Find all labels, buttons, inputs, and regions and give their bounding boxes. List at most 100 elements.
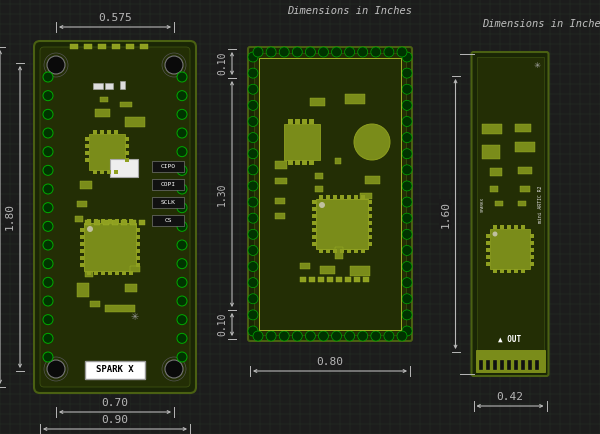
Bar [85,144,89,148]
Bar [482,145,500,159]
Circle shape [402,262,412,272]
Bar [507,225,511,229]
Bar [100,97,108,102]
Bar [80,263,84,267]
FancyBboxPatch shape [472,52,548,376]
Circle shape [87,226,93,232]
Circle shape [253,47,263,57]
Bar [530,248,534,252]
Circle shape [493,231,497,237]
Bar [152,179,184,190]
Circle shape [43,203,53,213]
Circle shape [248,149,258,159]
Bar [80,235,84,239]
Circle shape [177,72,187,82]
Circle shape [177,203,187,213]
Circle shape [358,331,368,341]
Bar [85,137,89,141]
Bar [326,195,330,199]
Bar [136,235,140,239]
Bar [93,170,97,174]
Bar [302,119,307,124]
FancyBboxPatch shape [34,41,196,393]
Bar [490,186,498,192]
Bar [152,161,184,172]
Circle shape [248,278,258,288]
Bar [110,159,138,177]
Circle shape [43,259,53,269]
Circle shape [177,259,187,269]
Text: Dimensions in Inches: Dimensions in Inches [287,6,413,16]
Circle shape [177,109,187,119]
Circle shape [43,221,53,231]
Circle shape [177,147,187,157]
Bar [495,201,503,206]
Bar [129,219,133,223]
Circle shape [371,331,381,341]
Bar [80,249,84,253]
Bar [101,219,105,223]
Bar [486,248,490,252]
Bar [90,301,100,307]
Bar [486,241,490,245]
Circle shape [177,91,187,101]
Bar [312,228,316,232]
Circle shape [43,352,53,362]
Bar [315,173,323,179]
Bar [490,168,502,176]
Circle shape [402,149,412,159]
Bar [518,167,532,174]
Text: CIPO: CIPO [161,164,176,169]
Bar [499,360,503,370]
Circle shape [43,128,53,138]
Circle shape [43,296,53,306]
Bar [368,207,372,211]
Circle shape [47,360,65,378]
Bar [105,305,135,312]
Bar [101,271,105,275]
Circle shape [402,100,412,110]
Bar [312,235,316,239]
Circle shape [319,47,328,57]
Bar [80,228,84,232]
Bar [368,214,372,218]
Bar [336,277,342,282]
Text: 0.10: 0.10 [217,313,227,336]
Text: 0.70: 0.70 [101,398,128,408]
Text: mini ARTIC R2: mini ARTIC R2 [538,185,543,223]
Bar [361,195,365,199]
Circle shape [43,109,53,119]
Circle shape [248,100,258,110]
Bar [340,195,344,199]
Bar [125,151,129,155]
Bar [500,225,504,229]
Circle shape [402,294,412,304]
Bar [136,256,140,260]
Circle shape [248,197,258,207]
Bar [368,200,372,204]
Circle shape [177,165,187,175]
Text: 1.80: 1.80 [5,204,15,230]
Bar [87,271,91,275]
Text: COPI: COPI [161,182,176,187]
Circle shape [319,202,325,208]
Bar [476,57,544,371]
Bar [288,119,293,124]
Bar [75,216,83,222]
Circle shape [248,84,258,94]
Bar [490,229,530,269]
Bar [309,160,314,165]
Circle shape [248,181,258,191]
Bar [493,360,497,370]
Bar [521,360,524,370]
Circle shape [248,326,258,336]
Circle shape [402,197,412,207]
Bar [514,360,517,370]
Bar [85,272,93,277]
FancyBboxPatch shape [40,47,190,387]
Bar [122,219,126,223]
Text: Dimensions in Inches: Dimensions in Inches [482,19,600,29]
Bar [136,249,140,253]
Text: ▲ OUT: ▲ OUT [499,335,521,343]
Bar [84,44,92,49]
